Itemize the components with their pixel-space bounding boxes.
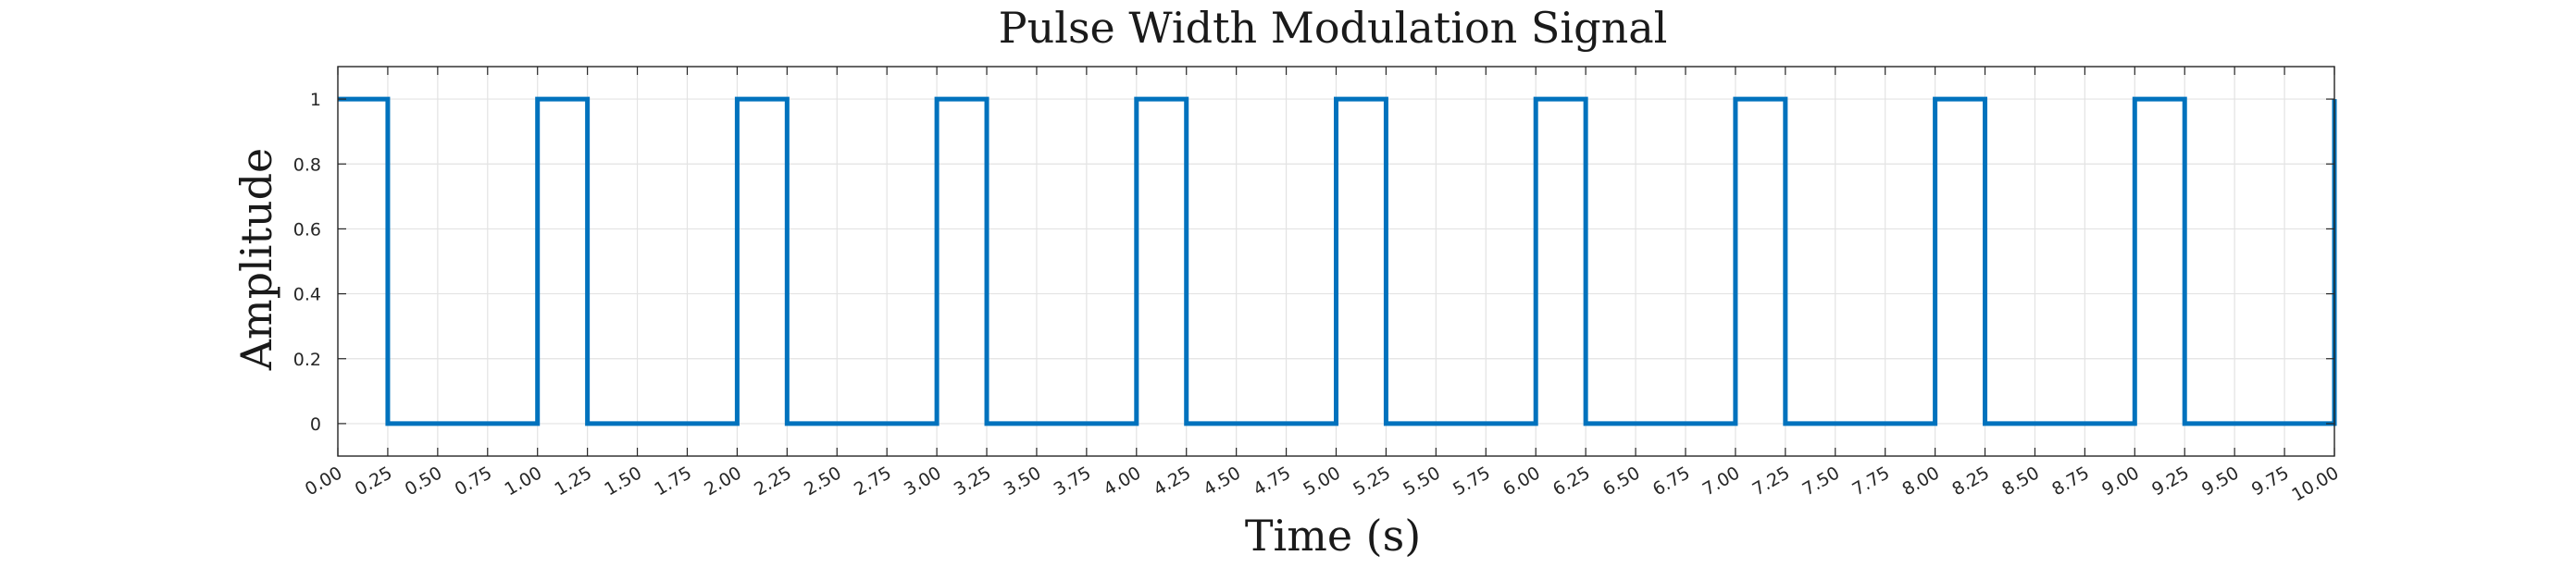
x-tick-labels: 0.00 0.25 0.50 0.75 1.00 1.25 1.50 1.75 2.00 2.25… (302, 463, 2343, 505)
x-tick-label: 8.75 (2048, 463, 2093, 500)
axes-frame (337, 66, 2335, 457)
y-axis-label: Amplitude (231, 148, 281, 372)
y-tick-label: 0.6 (293, 219, 321, 240)
x-tick-label: 0.50 (402, 463, 446, 500)
x-tick-label: 1.00 (502, 463, 546, 500)
x-tick-label: 1.75 (651, 463, 695, 500)
x-tick-label: 0.75 (452, 463, 496, 500)
x-tick-label: 3.00 (901, 463, 945, 500)
x-tick-label: 7.25 (1749, 463, 1794, 500)
x-tick-label: 6.75 (1649, 463, 1694, 500)
x-tick-label: 7.75 (1849, 463, 1894, 500)
chart-title: Pulse Width Modulation Signal (999, 3, 1668, 53)
x-tick-label: 5.00 (1300, 463, 1344, 500)
x-tick-label: 8.50 (1998, 463, 2043, 500)
x-tick-label: 4.25 (1151, 463, 1195, 500)
y-tick-label: 1 (310, 90, 321, 110)
x-tick-label: 6.00 (1500, 463, 1544, 500)
x-tick-label: 9.50 (2198, 463, 2243, 500)
x-tick-label: 3.75 (1051, 463, 1095, 500)
x-tick-label: 6.25 (1549, 463, 1594, 500)
x-tick-label: 0.25 (352, 463, 396, 500)
x-tick-label: 10.00 (2288, 463, 2342, 505)
x-tick-label: 3.25 (951, 463, 995, 500)
x-tick-label: 9.00 (2098, 463, 2143, 500)
plot-box (337, 66, 2335, 457)
y-tick-label: 0.2 (293, 350, 321, 370)
x-tick-label: 4.75 (1250, 463, 1294, 500)
y-tick-label: 0.4 (293, 285, 321, 305)
x-tick-label: 8.25 (1948, 463, 1993, 500)
x-tick-label: 1.50 (601, 463, 645, 500)
y-tick-labels: 0 0.2 0.4 0.6 0.8 1 (293, 90, 321, 435)
x-tick-label: 2.00 (701, 463, 745, 500)
x-tick-label: 5.25 (1350, 463, 1394, 500)
x-tick-label: 3.50 (1001, 463, 1045, 500)
x-tick-label: 2.25 (751, 463, 795, 500)
x-tick-label: 6.50 (1599, 463, 1644, 500)
x-tick-label: 7.50 (1799, 463, 1844, 500)
x-tick-label: 9.75 (2248, 463, 2293, 500)
signal-layer (338, 96, 2337, 426)
x-tick-label: 9.25 (2148, 463, 2193, 500)
x-tick-label: 2.75 (851, 463, 895, 500)
x-tick-label: 1.25 (551, 463, 595, 500)
x-tick-label: 4.00 (1101, 463, 1145, 500)
x-tick-label: 8.00 (1898, 463, 1943, 500)
x-tick-label: 7.00 (1699, 463, 1744, 500)
x-tick-label: 0.00 (302, 463, 346, 500)
pwm-signal-line (338, 96, 2337, 426)
y-tick-label: 0 (310, 414, 321, 435)
x-tick-label: 5.75 (1450, 463, 1494, 500)
x-tick-label: 5.50 (1400, 463, 1444, 500)
x-tick-label: 4.50 (1201, 463, 1245, 500)
y-tick-label: 0.8 (293, 154, 321, 175)
x-axis-label: Time (s) (1245, 511, 1421, 561)
x-tick-label: 2.50 (801, 463, 845, 500)
